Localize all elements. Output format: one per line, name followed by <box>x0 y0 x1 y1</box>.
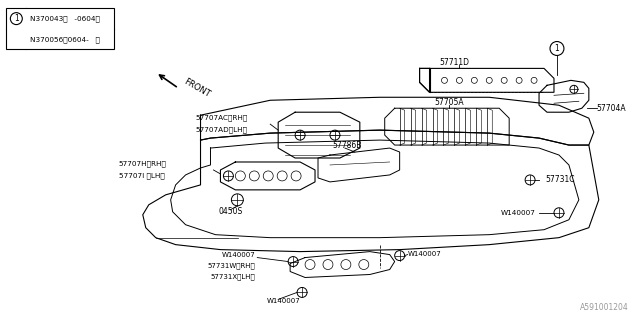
Text: A591001204: A591001204 <box>580 303 628 312</box>
Text: 57707AC〈RH〉: 57707AC〈RH〉 <box>196 115 248 122</box>
Text: 57731X〈LH〉: 57731X〈LH〉 <box>211 273 255 280</box>
Text: 0450S: 0450S <box>218 207 243 216</box>
Text: W140007: W140007 <box>221 252 255 258</box>
Text: W140007: W140007 <box>501 210 536 216</box>
Text: 57731W〈RH〉: 57731W〈RH〉 <box>207 262 255 269</box>
Text: N370056〈0604-   〉: N370056〈0604- 〉 <box>30 36 100 43</box>
Text: 1: 1 <box>555 44 559 53</box>
Text: 57786B: 57786B <box>332 140 362 149</box>
Text: 57731C: 57731C <box>545 175 575 184</box>
Text: 57711D: 57711D <box>440 58 470 67</box>
Text: FRONT: FRONT <box>182 77 212 100</box>
Text: 57707I 〈LH〉: 57707I 〈LH〉 <box>119 172 164 179</box>
Text: 57707AD〈LH〉: 57707AD〈LH〉 <box>196 127 248 133</box>
Text: W140007: W140007 <box>268 298 301 304</box>
Text: 1: 1 <box>14 14 19 23</box>
Text: 57704A: 57704A <box>596 104 627 113</box>
Text: 57705A: 57705A <box>435 98 464 107</box>
Text: N370043〈   -0604〉: N370043〈 -0604〉 <box>30 15 100 22</box>
Text: 57707H〈RH〉: 57707H〈RH〉 <box>119 161 167 167</box>
Text: W140007: W140007 <box>408 251 442 257</box>
FancyBboxPatch shape <box>6 8 114 50</box>
